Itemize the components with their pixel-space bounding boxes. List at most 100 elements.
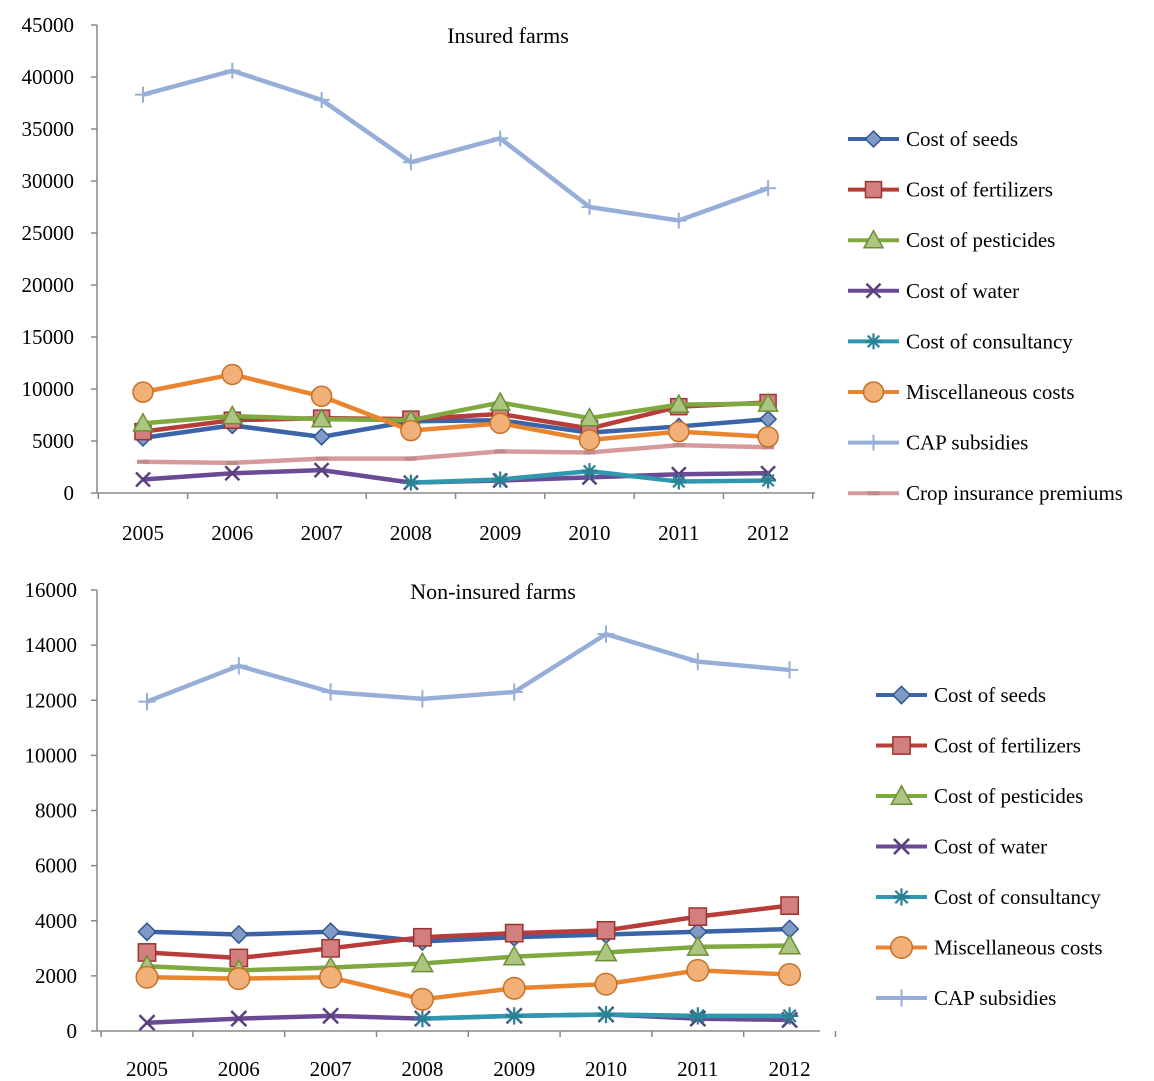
data-point: [596, 921, 616, 940]
y-tick-label: 8000: [35, 799, 77, 823]
data-point: [597, 625, 615, 643]
series-miscellaneous-costs: [135, 958, 802, 1011]
chart-title: Insured farms: [447, 23, 569, 48]
legend-item-cap-subsidies: CAP subsidies: [848, 431, 1028, 455]
legend-marker: [893, 838, 910, 855]
data-point: [221, 404, 244, 425]
data-point: [410, 987, 434, 1011]
data-point: [230, 1010, 248, 1028]
series-line: [142, 68, 769, 223]
series-cost-of-consultancy: [402, 463, 777, 491]
legend-marker: [892, 888, 911, 906]
chart-title: Non-insured farms: [410, 579, 576, 604]
data-point: [135, 86, 151, 103]
data-point: [135, 965, 159, 989]
series-cap-subsidies: [135, 62, 777, 229]
y-tick-label: 30000: [22, 169, 75, 193]
data-point: [310, 408, 333, 428]
data-point: [670, 473, 687, 490]
data-point: [780, 896, 799, 915]
legend-item-cost-of-pesticides: Cost of pesticides: [848, 228, 1055, 252]
x-tick-label: 2012: [747, 521, 789, 540]
legend: Cost of seeds Cost of fertilizers Cost of …: [848, 127, 1123, 505]
legend-label: Cost of consultancy: [906, 329, 1073, 353]
data-point: [778, 962, 802, 987]
data-point: [224, 62, 241, 79]
legend: Cost of seeds Cost of fertilizers Cost of …: [876, 683, 1103, 1010]
series-miscellaneous-costs: [132, 363, 779, 451]
data-point: [132, 381, 154, 403]
legend-marker: [862, 381, 885, 403]
data-point: [760, 472, 777, 489]
data-point: [312, 427, 331, 446]
data-point: [230, 657, 248, 675]
data-point: [581, 199, 598, 215]
data-point: [489, 391, 511, 411]
legend-item-miscellaneous-costs: Miscellaneous costs: [876, 936, 1103, 960]
series-line: [146, 926, 790, 944]
legend-item-cost-of-pesticides: Cost of pesticides: [876, 784, 1083, 808]
data-point: [489, 412, 511, 435]
y-tick-label: 2000: [35, 964, 77, 988]
data-point: [578, 407, 601, 427]
data-point: [670, 212, 687, 229]
data-point: [505, 1007, 523, 1025]
data-point: [402, 474, 419, 491]
legend-marker: [862, 229, 885, 249]
data-point: [686, 958, 710, 982]
series-line: [146, 631, 790, 704]
data-point: [413, 690, 432, 708]
legend-marker: [864, 129, 883, 149]
y-tick-label: 35000: [22, 117, 75, 141]
data-point: [757, 426, 779, 448]
legend-item-crop-insurance-premiums: Crop insurance premiums: [848, 481, 1123, 505]
data-point: [137, 922, 157, 942]
y-tick-label: 0: [67, 1019, 78, 1043]
y-tick-label: 10000: [25, 743, 78, 767]
legend-label: Cost of water: [934, 835, 1047, 859]
legend-marker: [889, 784, 914, 805]
data-point: [400, 419, 422, 442]
non-insured-farms-chart: Non-insured farms 0 2000 4000 6000 8000 10000…: [25, 578, 1103, 1081]
data-point: [492, 471, 509, 488]
series-line: [142, 372, 769, 443]
legend-label: Cost of water: [906, 279, 1019, 303]
legend-label: Cost of fertilizers: [934, 734, 1081, 758]
x-tick-label: 2006: [218, 1057, 260, 1081]
legend-label: Cost of pesticides: [934, 784, 1083, 808]
series-line: [142, 442, 769, 466]
data-point: [227, 967, 251, 991]
legend-label: Cost of seeds: [934, 683, 1046, 707]
data-point: [138, 692, 156, 711]
y-tick-label: 20000: [22, 273, 75, 297]
legend-item-cost-of-water: Cost of water: [876, 835, 1047, 859]
data-point: [581, 463, 598, 480]
series-line: [146, 943, 790, 973]
data-point: [321, 938, 340, 958]
legend-label: Crop insurance premiums: [906, 481, 1123, 505]
data-point: [594, 972, 618, 996]
data-point: [689, 1007, 707, 1025]
insured-farms-chart: Insured farms 0 5000 10000 15000 20000 25000 3…: [22, 13, 1123, 540]
data-point: [224, 465, 241, 482]
legend-item-cost-of-consultancy: Cost of consultancy: [876, 885, 1101, 909]
series-cost-of-consultancy: [413, 1005, 799, 1028]
series-line: [142, 400, 769, 426]
x-tick-label: 2007: [301, 521, 343, 540]
legend-label: Miscellaneous costs: [906, 380, 1075, 404]
y-tick-label: 16000: [25, 578, 78, 602]
data-point: [780, 661, 799, 679]
series-line: [142, 400, 769, 434]
legend-label: Cost of fertilizers: [906, 178, 1053, 202]
data-point: [759, 410, 778, 429]
legend-item-cost-of-consultancy: Cost of consultancy: [848, 329, 1073, 353]
legend-marker: [864, 180, 883, 199]
data-point: [778, 933, 802, 955]
legend-item-cost-of-fertilizers: Cost of fertilizers: [848, 178, 1053, 202]
data-point: [668, 393, 690, 413]
legend-item-cost-of-seeds: Cost of seeds: [848, 127, 1018, 151]
x-tick-label: 2008: [401, 1057, 443, 1081]
data-point: [502, 944, 526, 966]
legend-marker: [889, 935, 914, 960]
y-tick-label: 5000: [32, 429, 74, 453]
